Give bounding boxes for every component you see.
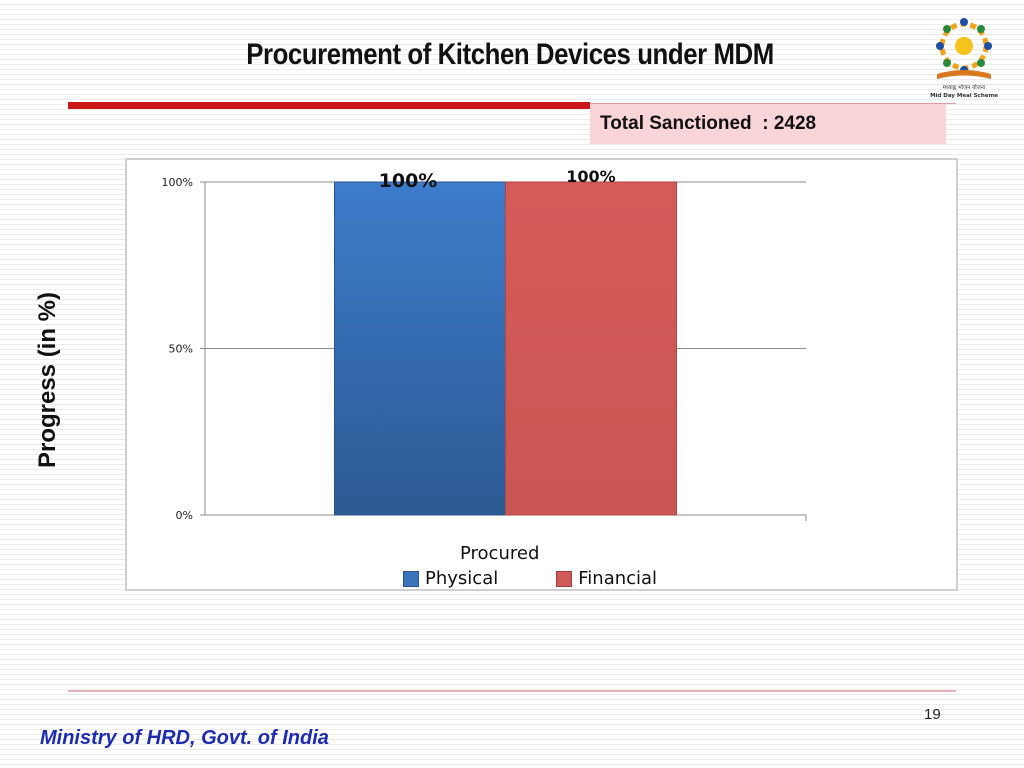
y-tick-label: 0% — [176, 509, 193, 522]
title-underline — [68, 102, 590, 109]
y-axis-label: Progress (in %) — [34, 291, 61, 469]
footer-text: Ministry of HRD, Govt. of India — [40, 727, 329, 749]
slide-title: Procurement of Kitchen Devices under MDM — [246, 38, 774, 71]
legend-swatch-physical — [403, 570, 419, 587]
legend-label-financial: Financial — [578, 568, 658, 589]
footer-rule — [68, 690, 956, 692]
data-label-physical: 100% — [379, 170, 438, 192]
logo-text-english: Mid Day Meal Scheme — [930, 93, 998, 99]
legend-label-physical: Physical — [425, 568, 499, 589]
total-sanctioned-box: Total Sanctioned : 2428 — [590, 104, 946, 144]
title-underline-thin — [590, 103, 956, 104]
y-tick-label: 50% — [169, 343, 193, 356]
legend-item-financial: Financial — [556, 568, 657, 589]
legend-swatch-financial — [556, 570, 573, 587]
data-label-financial: 100% — [566, 167, 615, 186]
bar-financial — [505, 181, 677, 516]
bar-physical — [334, 181, 506, 516]
page-number: 19 — [924, 706, 941, 723]
logo-text-hindi: मध्याह्न भोजन योजना — [943, 84, 986, 91]
y-tick-label: 100% — [162, 176, 193, 189]
legend-item-physical: Physical — [403, 568, 498, 589]
x-category-label: Procured — [460, 543, 540, 564]
chart-legend: Physical Financial — [403, 568, 715, 589]
mdm-logo-icon: मध्याह्न भोजन योजना Mid Day Meal Scheme — [930, 18, 998, 99]
